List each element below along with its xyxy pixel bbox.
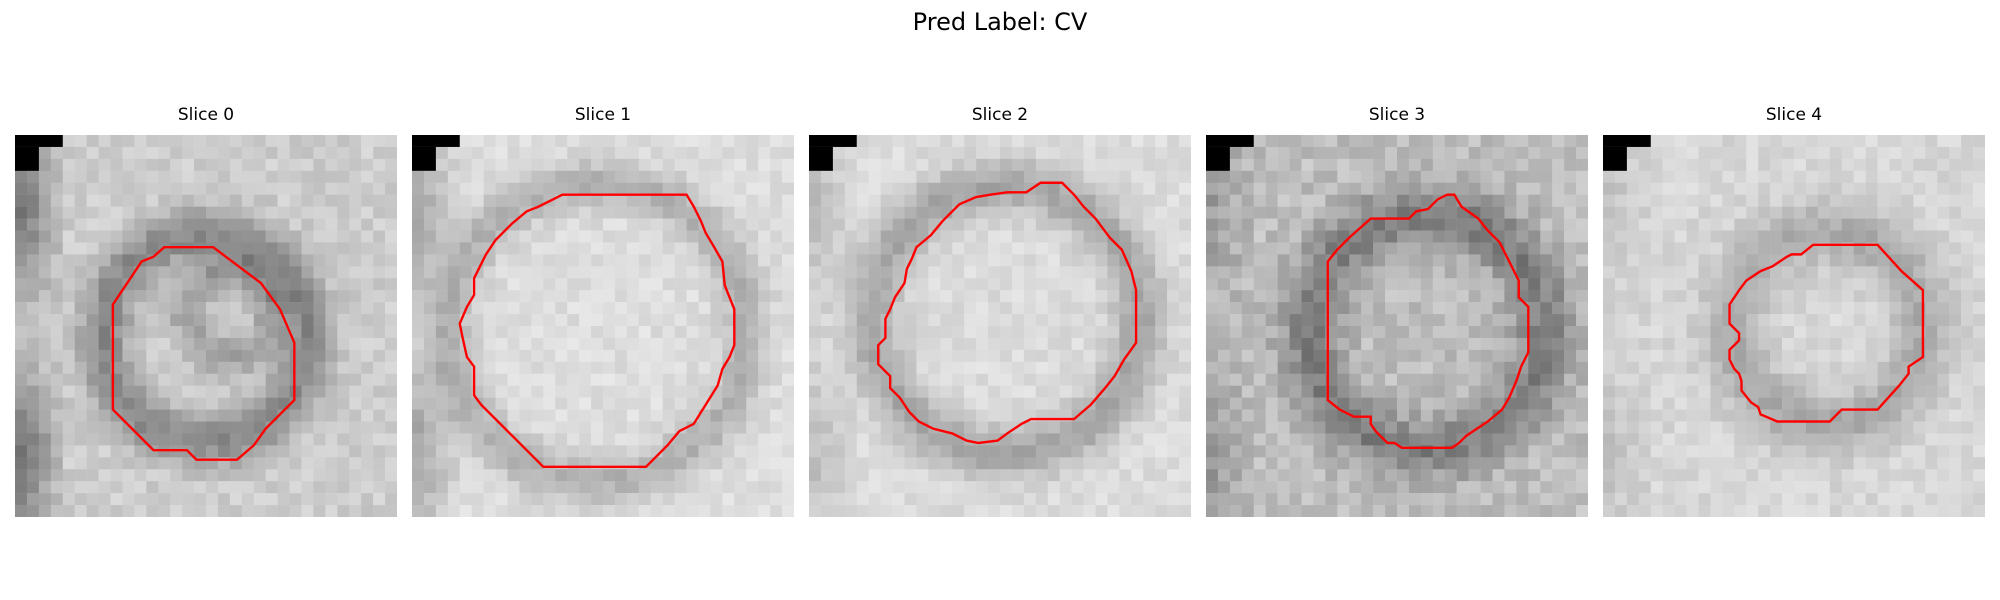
slice-image-1 xyxy=(412,135,794,517)
slice-pixels-1 xyxy=(412,135,794,517)
segmentation-contour-1 xyxy=(458,193,736,469)
segmentation-contour-4 xyxy=(1728,243,1925,423)
slice-title-2: Slice 2 xyxy=(971,105,1029,125)
corner-mask-3 xyxy=(1206,135,1254,171)
slice-title-0: Slice 0 xyxy=(177,105,235,125)
slice-panel-0: Slice 0 xyxy=(15,104,397,523)
slice-pixels-4 xyxy=(1603,135,1985,517)
segmentation-contour-2 xyxy=(877,181,1138,445)
slice-panel-2: Slice 2 xyxy=(809,104,1191,523)
slice-image-2 xyxy=(809,135,1191,517)
slice-title-3: Slice 3 xyxy=(1368,105,1426,125)
slice-panel-1: Slice 1 xyxy=(412,104,794,523)
slice-title-4: Slice 4 xyxy=(1765,105,1823,125)
slice-panel-3: Slice 3 xyxy=(1206,104,1588,523)
corner-mask-1 xyxy=(412,135,460,171)
slice-image-0 xyxy=(15,135,397,517)
figure-title: Pred Label: CV xyxy=(912,8,1088,36)
slice-title-1: Slice 1 xyxy=(574,105,632,125)
slice-image-3 xyxy=(1206,135,1588,517)
corner-mask-4 xyxy=(1603,135,1651,171)
corner-mask-2 xyxy=(809,135,857,171)
corner-mask-0 xyxy=(15,135,63,171)
slice-pixels-2 xyxy=(809,135,1191,517)
segmentation-contour-0 xyxy=(111,246,296,461)
slice-pixels-0 xyxy=(15,135,397,517)
slice-image-4 xyxy=(1603,135,1985,517)
slice-pixels-3 xyxy=(1206,135,1588,517)
slice-panel-4: Slice 4 xyxy=(1603,104,1985,523)
segmentation-contour-3 xyxy=(1326,193,1530,449)
